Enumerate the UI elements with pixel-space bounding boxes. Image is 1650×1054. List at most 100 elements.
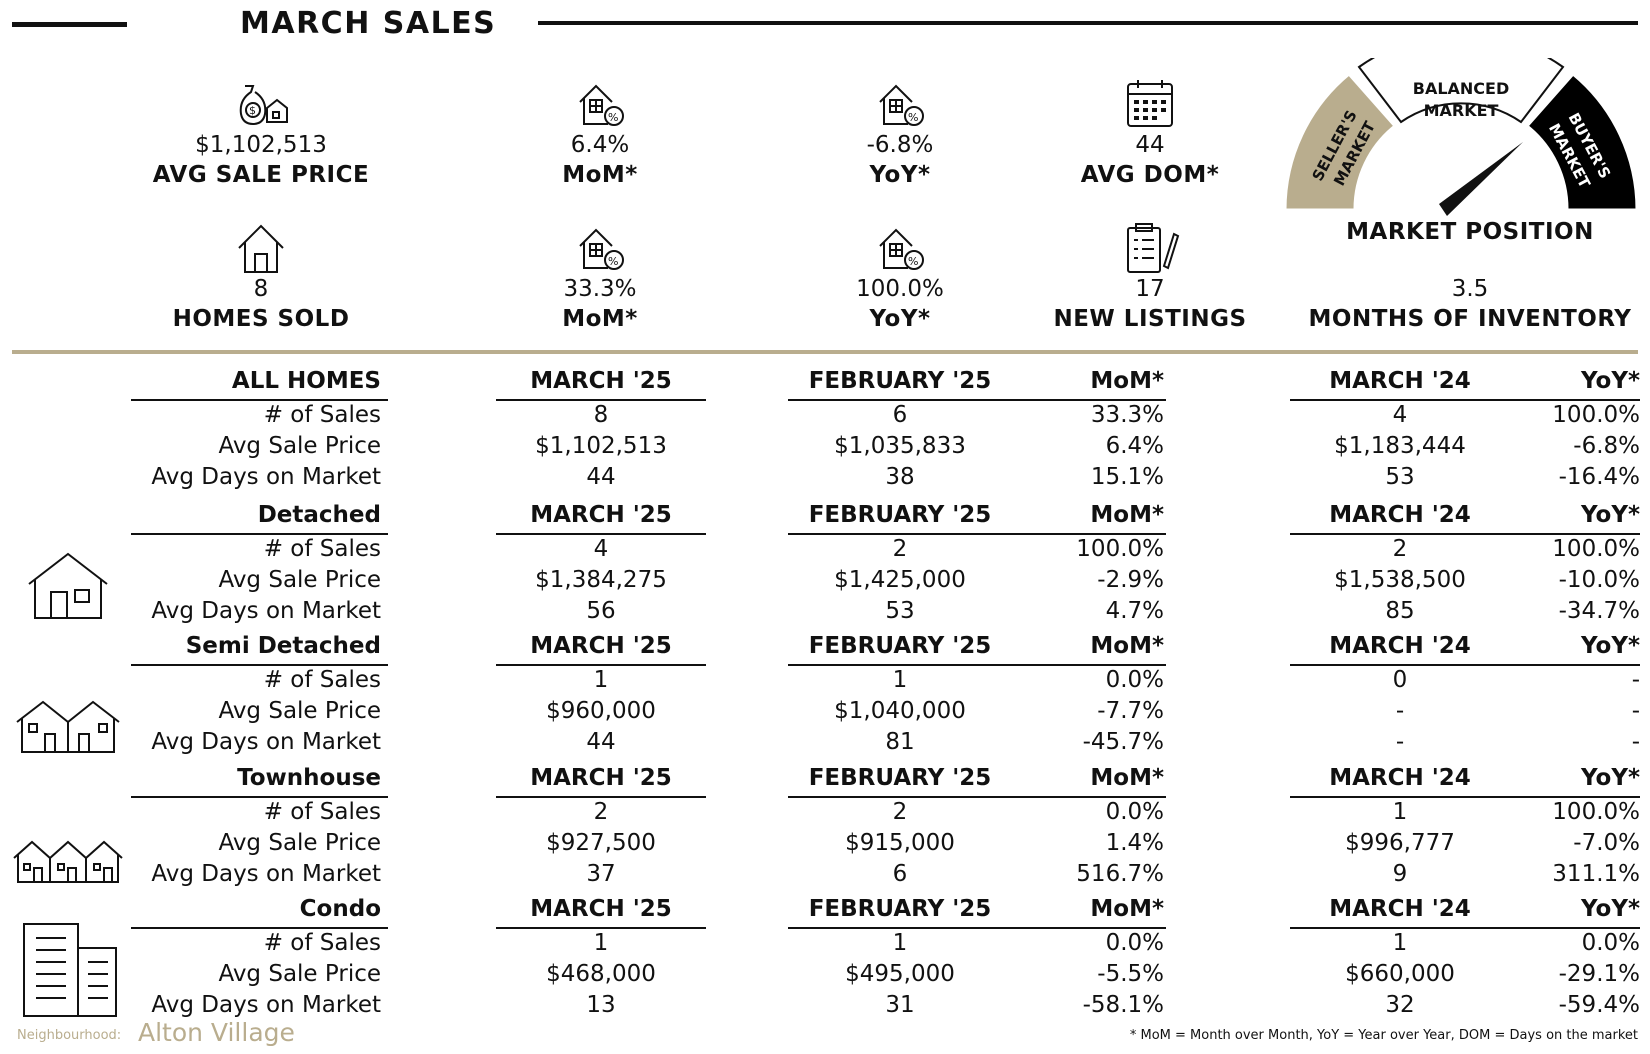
value-prev: 6: [892, 861, 908, 887]
value-yoy: -: [1631, 667, 1640, 693]
current-underline: [496, 796, 706, 798]
row-label: Avg Days on Market: [151, 861, 381, 887]
section-name: ALL HOMES: [231, 368, 381, 394]
row-label: # of Sales: [263, 402, 381, 428]
value-mom: -45.7%: [1082, 729, 1164, 755]
svg-text:%: %: [608, 255, 618, 268]
stat-new-listings: 17 NEW LISTINGS: [1020, 222, 1280, 334]
section-name: Semi Detached: [185, 633, 381, 659]
prev-mom-underline: [788, 533, 1166, 535]
stat-value: 100.0%: [856, 276, 944, 302]
stat-label: YoY*: [869, 306, 931, 332]
value-yoy: -7.0%: [1573, 830, 1640, 856]
value-lastyear: $660,000: [1345, 961, 1455, 987]
value-mom: 100.0%: [1076, 536, 1164, 562]
value-current: 1: [593, 667, 609, 693]
value-lastyear: $1,538,500: [1334, 567, 1466, 593]
stat-value: 6.4%: [570, 132, 630, 158]
value-yoy: -: [1631, 729, 1640, 755]
house-percent-icon: %: [570, 222, 630, 274]
stat-label: AVG SALE PRICE: [152, 162, 370, 188]
value-current: 44: [586, 729, 616, 755]
stat-label: MONTHS OF INVENTORY: [1308, 306, 1632, 332]
value-lastyear: 2: [1392, 536, 1408, 562]
value-prev: $915,000: [845, 830, 955, 856]
stat-avg-dom: 44 AVG DOM*: [1020, 78, 1280, 190]
value-lastyear: 1: [1392, 799, 1408, 825]
col-yoy-header: YoY*: [1580, 502, 1640, 528]
buyers-segment: [1524, 71, 1639, 212]
value-current: 2: [593, 799, 609, 825]
col-current-header: MARCH '25: [530, 896, 672, 922]
stat-value: 8: [253, 276, 269, 302]
value-prev: 1: [892, 930, 908, 956]
stat-label: NEW LISTINGS: [1053, 306, 1247, 332]
house-percent-icon: %: [870, 78, 930, 130]
col-current-header: MARCH '25: [530, 368, 672, 394]
value-current: 13: [586, 992, 616, 1018]
value-yoy: -29.1%: [1558, 961, 1640, 987]
value-current: $468,000: [546, 961, 656, 987]
value-mom: 15.1%: [1090, 464, 1164, 490]
value-prev: 53: [885, 598, 915, 624]
value-prev: $1,425,000: [834, 567, 966, 593]
value-lastyear: 32: [1385, 992, 1415, 1018]
value-yoy: -34.7%: [1558, 598, 1640, 624]
value-current: $960,000: [546, 698, 656, 724]
svg-text:%: %: [908, 255, 918, 268]
value-mom: 4.7%: [1105, 598, 1164, 624]
stat-label: HOMES SOLD: [172, 306, 350, 332]
value-prev: 81: [885, 729, 915, 755]
value-mom: 516.7%: [1076, 861, 1164, 887]
row-label: Avg Sale Price: [218, 830, 381, 856]
value-yoy: 100.0%: [1552, 536, 1640, 562]
stat-value: $1,102,513: [195, 132, 327, 158]
col-prev-header: FEBRUARY '25: [808, 765, 992, 791]
col-current-header: MARCH '25: [530, 633, 672, 659]
value-mom: 0.0%: [1105, 667, 1164, 693]
stat-yoy-price: % -6.8% YoY*: [770, 78, 1030, 190]
prev-mom-underline: [788, 927, 1166, 929]
value-lastyear: $1,183,444: [1334, 433, 1466, 459]
stat-avg-sale-price: $ $1,102,513 AVG SALE PRICE: [131, 78, 391, 190]
stat-mom-sales: % 33.3% MoM*: [470, 222, 730, 334]
value-lastyear: -: [1395, 729, 1405, 755]
value-yoy: -6.8%: [1573, 433, 1640, 459]
col-yoy-header: YoY*: [1580, 896, 1640, 922]
row-label: Avg Days on Market: [151, 992, 381, 1018]
value-lastyear: 0: [1392, 667, 1408, 693]
value-lastyear: 4: [1392, 402, 1408, 428]
stat-homes-sold: 8 HOMES SOLD: [131, 222, 391, 334]
value-yoy: 0.0%: [1581, 930, 1640, 956]
neighbourhood-label: Neighbourhood:: [17, 1028, 122, 1043]
col-mom-header: MoM*: [1090, 765, 1164, 791]
row-label: Avg Days on Market: [151, 598, 381, 624]
value-mom: 6.4%: [1105, 433, 1164, 459]
col-yoy-header: YoY*: [1580, 765, 1640, 791]
col-mom-header: MoM*: [1090, 633, 1164, 659]
col-lastyear-header: MARCH '24: [1329, 502, 1471, 528]
value-current: 8: [593, 402, 609, 428]
row-label: Avg Sale Price: [218, 961, 381, 987]
value-mom: -5.5%: [1097, 961, 1164, 987]
value-prev: 2: [892, 536, 908, 562]
prev-mom-underline: [788, 664, 1166, 666]
value-current: $927,500: [546, 830, 656, 856]
section-table: Semi Detached MARCH '25 FEBRUARY '25 MoM* MA…: [0, 633, 1650, 763]
calendar-icon: [1120, 78, 1180, 130]
lastyear-yoy-underline: [1290, 664, 1640, 666]
current-underline: [496, 533, 706, 535]
market-position-title: MARKET POSITION: [1346, 219, 1594, 245]
value-lastyear: 9: [1392, 861, 1408, 887]
section-table: ALL HOMES MARCH '25 FEBRUARY '25 MoM* MARCH …: [0, 368, 1650, 498]
label-underline: [131, 399, 388, 401]
row-label: # of Sales: [263, 799, 381, 825]
lastyear-yoy-underline: [1290, 927, 1640, 929]
value-yoy: 311.1%: [1552, 861, 1640, 887]
value-lastyear: 53: [1385, 464, 1415, 490]
value-current: 44: [586, 464, 616, 490]
stat-value: 3.5: [1451, 276, 1489, 302]
row-label: # of Sales: [263, 667, 381, 693]
lastyear-yoy-underline: [1290, 796, 1640, 798]
row-label: Avg Sale Price: [218, 567, 381, 593]
